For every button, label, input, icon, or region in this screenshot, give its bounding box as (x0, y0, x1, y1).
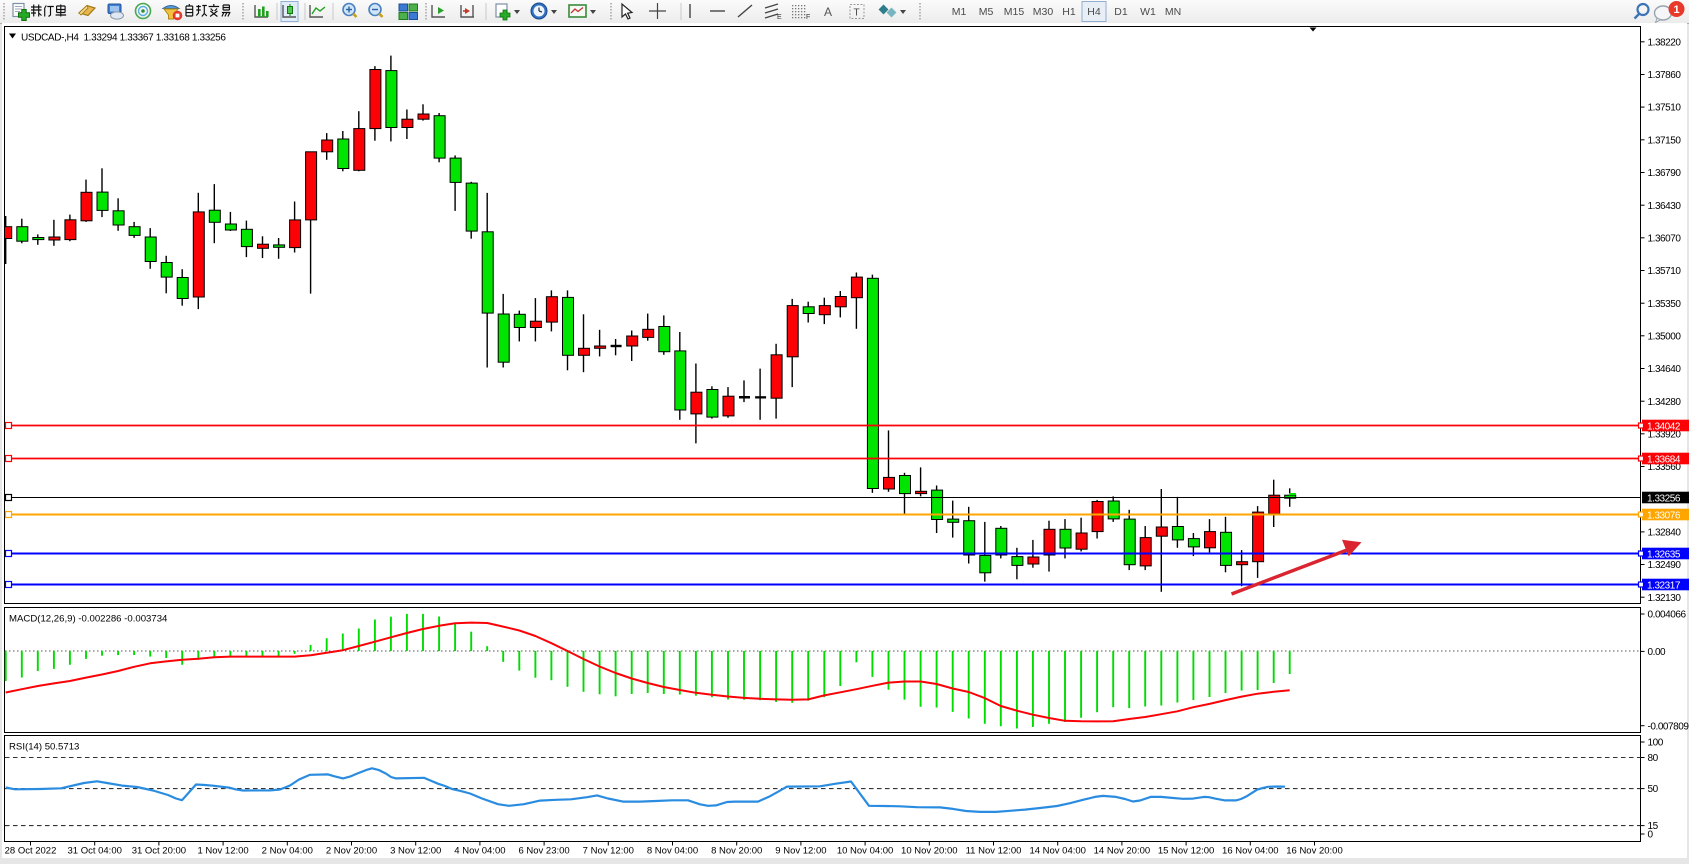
svg-text:1.36430: 1.36430 (1648, 201, 1682, 212)
svg-text:16 Nov 04:00: 16 Nov 04:00 (1222, 846, 1279, 857)
svg-text:E: E (777, 14, 782, 21)
svg-text:MN: MN (1165, 6, 1181, 18)
svg-text:M15: M15 (1004, 6, 1025, 18)
svg-text:A: A (824, 5, 832, 19)
svg-text:14 Nov 04:00: 14 Nov 04:00 (1029, 846, 1086, 857)
svg-text:15 Nov 12:00: 15 Nov 12:00 (1158, 846, 1215, 857)
svg-text:H4: H4 (1087, 6, 1101, 18)
svg-text:1 Nov 12:00: 1 Nov 12:00 (197, 846, 248, 857)
svg-text:1.34640: 1.34640 (1648, 364, 1682, 375)
svg-text:1.33920: 1.33920 (1648, 429, 1682, 440)
svg-text:80: 80 (1648, 753, 1659, 764)
svg-text:1.32130: 1.32130 (1648, 593, 1682, 604)
svg-text:1.32840: 1.32840 (1648, 528, 1682, 539)
svg-text:31 Oct 20:00: 31 Oct 20:00 (132, 846, 186, 857)
svg-text:1.32490: 1.32490 (1648, 560, 1682, 571)
svg-text:1.33256: 1.33256 (1647, 493, 1681, 504)
svg-text:0: 0 (1648, 830, 1654, 841)
svg-text:100: 100 (1648, 738, 1664, 749)
svg-text:11 Nov 12:00: 11 Nov 12:00 (966, 846, 1022, 857)
svg-text:0.004066: 0.004066 (1648, 610, 1687, 621)
svg-text:T: T (854, 8, 860, 19)
svg-text:M1: M1 (952, 6, 967, 18)
svg-text:MACD(12,26,9) -0.002286 -0.003: MACD(12,26,9) -0.002286 -0.003734 (9, 614, 168, 625)
svg-text:2 Nov 20:00: 2 Nov 20:00 (326, 846, 377, 857)
svg-text:H1: H1 (1062, 6, 1076, 18)
svg-text:16 Nov 20:00: 16 Nov 20:00 (1286, 846, 1343, 857)
svg-text:1.35000: 1.35000 (1648, 331, 1682, 342)
svg-text:1.37150: 1.37150 (1648, 135, 1682, 146)
svg-text:RSI(14) 50.5713: RSI(14) 50.5713 (9, 742, 79, 753)
svg-text:10 Nov 04:00: 10 Nov 04:00 (837, 846, 894, 857)
svg-text:28 Oct 2022: 28 Oct 2022 (5, 846, 57, 857)
svg-text:-0.007809: -0.007809 (1648, 721, 1689, 732)
svg-text:USDCAD-,H4 1.33294 1.33367 1.: USDCAD-,H4 1.33294 1.33367 1.33168 1.332… (21, 33, 226, 44)
svg-text:10 Nov 20:00: 10 Nov 20:00 (901, 846, 958, 857)
svg-text:1.35350: 1.35350 (1648, 299, 1682, 310)
svg-text:W1: W1 (1140, 6, 1156, 18)
svg-text:31 Oct 04:00: 31 Oct 04:00 (67, 846, 121, 857)
svg-text:1.34042: 1.34042 (1647, 421, 1681, 432)
svg-text:M5: M5 (979, 6, 994, 18)
svg-text:3 Nov 12:00: 3 Nov 12:00 (390, 846, 441, 857)
svg-text:1.33684: 1.33684 (1647, 454, 1681, 465)
svg-text:6 Nov 23:00: 6 Nov 23:00 (518, 846, 569, 857)
svg-text:0.00: 0.00 (1648, 647, 1667, 658)
svg-text:50: 50 (1648, 784, 1659, 795)
svg-text:8 Nov 20:00: 8 Nov 20:00 (711, 846, 762, 857)
svg-text:1.33076: 1.33076 (1647, 510, 1681, 521)
svg-text:1.36790: 1.36790 (1648, 168, 1682, 179)
svg-text:15: 15 (1648, 821, 1659, 832)
svg-text:1.37860: 1.37860 (1648, 70, 1682, 81)
svg-text:D1: D1 (1114, 6, 1128, 18)
svg-text:1.35710: 1.35710 (1648, 266, 1682, 277)
svg-text:14 Nov 20:00: 14 Nov 20:00 (1094, 846, 1151, 857)
svg-text:1.32317: 1.32317 (1647, 580, 1681, 591)
svg-text:8 Nov 04:00: 8 Nov 04:00 (647, 846, 698, 857)
svg-text:1.37510: 1.37510 (1648, 103, 1682, 114)
svg-text:1.32635: 1.32635 (1647, 549, 1681, 560)
svg-text:2 Nov 04:00: 2 Nov 04:00 (262, 846, 313, 857)
svg-text:4 Nov 04:00: 4 Nov 04:00 (454, 846, 505, 857)
svg-text:1: 1 (1673, 4, 1679, 16)
svg-text:F: F (806, 14, 810, 21)
svg-text:7 Nov 12:00: 7 Nov 12:00 (583, 846, 634, 857)
svg-text:1.36070: 1.36070 (1648, 233, 1682, 244)
svg-text:1.38220: 1.38220 (1648, 37, 1682, 48)
svg-text:1.33560: 1.33560 (1648, 462, 1682, 473)
svg-text:M30: M30 (1033, 6, 1054, 18)
svg-text:1.34280: 1.34280 (1648, 397, 1682, 408)
svg-text:9 Nov 12:00: 9 Nov 12:00 (775, 846, 826, 857)
